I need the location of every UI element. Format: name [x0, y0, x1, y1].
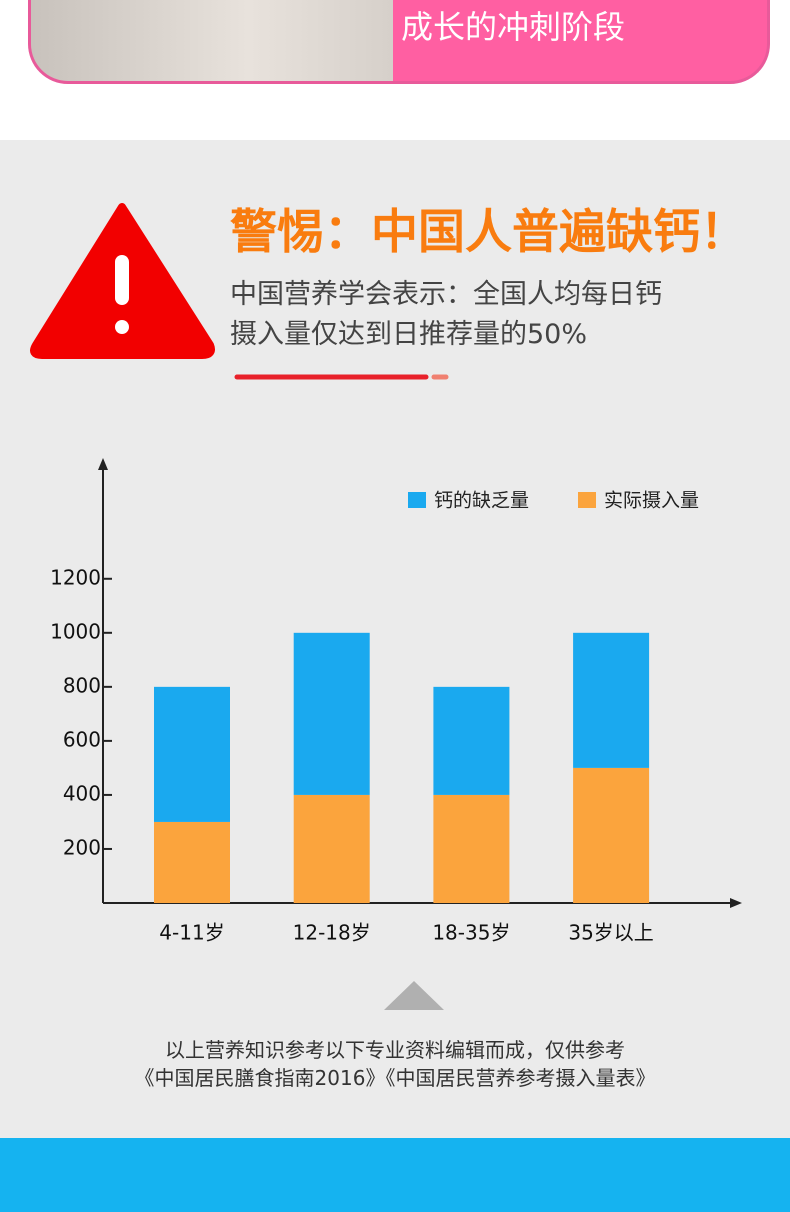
x-tick-label: 35岁以上 — [568, 921, 653, 945]
y-tick-label: 800 — [63, 673, 101, 697]
bar-segment — [154, 821, 230, 903]
heading: 警惕：中国人普遍缺钙！ — [230, 205, 747, 260]
banner-text: 成长的冲刺阶段 — [401, 8, 626, 46]
y-tick-label: 600 — [63, 727, 101, 751]
photo — [31, 0, 393, 81]
bar-segment — [433, 794, 510, 903]
y-tick-label: 200 — [63, 835, 101, 859]
axis-arrow — [730, 898, 742, 908]
bar-segment — [293, 794, 370, 903]
legend-label: 钙的缺乏量 — [434, 490, 529, 512]
legend-swatch — [408, 492, 426, 508]
footnote: 《中国居民膳食指南2016》《中国居民营养参考摄入量表》 — [134, 1066, 656, 1090]
legend-label: 实际摄入量 — [604, 490, 699, 512]
x-tick-label: 18-35岁 — [432, 921, 510, 945]
legend-swatch — [578, 492, 596, 508]
x-tick-label: 12-18岁 — [293, 921, 371, 945]
x-tick-label: 4-11岁 — [159, 921, 224, 945]
subtitle: 摄入量仅达到日推荐量的50% — [230, 319, 588, 350]
subtitle: 中国营养学会表示：全国人均每日钙 — [230, 279, 662, 310]
banner: 成长的冲刺阶段 — [28, 0, 770, 84]
y-tick-label: 400 — [63, 781, 101, 805]
y-tick-label: 1200 — [50, 565, 101, 589]
bar-segment — [293, 632, 370, 795]
triangle-deco — [384, 981, 444, 1010]
bottom-band — [0, 1138, 790, 1212]
axis-arrow — [98, 458, 108, 470]
bar-segment — [573, 632, 650, 768]
warning-dot — [115, 320, 129, 334]
footnote: 以上营养知识参考以下专业资料编辑而成，仅供参考 — [165, 1038, 625, 1062]
warning-mark — [115, 255, 129, 305]
y-tick-label: 1000 — [50, 619, 101, 643]
top-section: 成长的冲刺阶段 — [0, 0, 790, 140]
bar-segment — [154, 686, 230, 822]
bar-segment — [573, 767, 650, 903]
bar-segment — [433, 686, 510, 795]
